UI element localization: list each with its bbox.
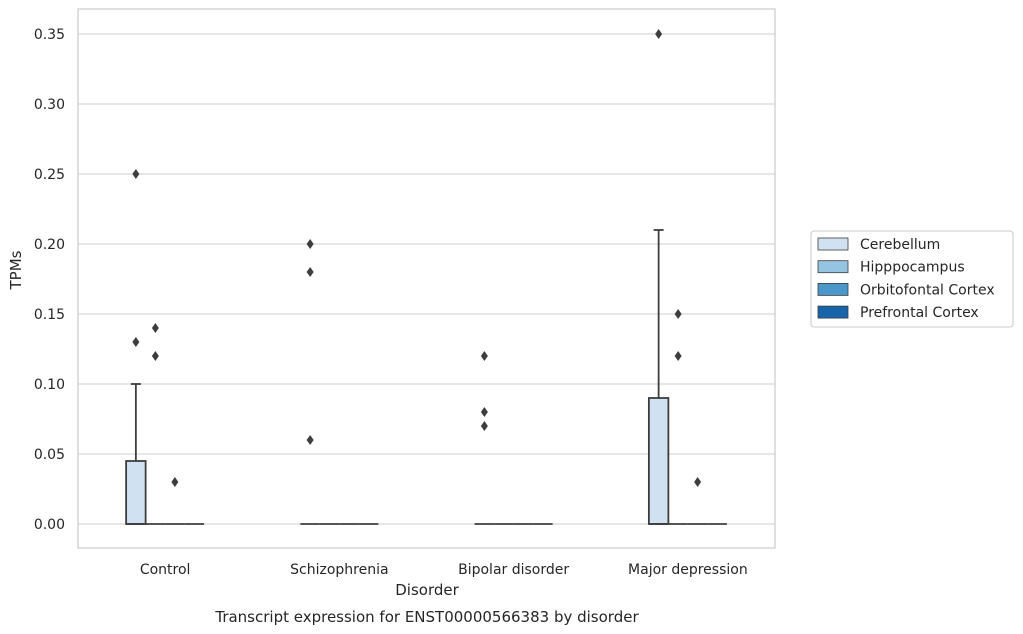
y-tick-label: 0.05 <box>34 447 65 463</box>
x-tick-label: Schizophrenia <box>290 562 388 578</box>
legend-label: Cerebellum <box>860 237 940 253</box>
x-axis-label: Disorder <box>395 581 459 599</box>
legend-swatch <box>817 282 849 296</box>
outlier-point <box>655 29 663 39</box>
legend-label: Prefrontal Cortex <box>860 305 979 321</box>
x-tick-label: Bipolar disorder <box>458 562 569 578</box>
outlier-point <box>674 351 682 361</box>
grid-lines <box>78 33 775 525</box>
box-orbitofontal-cortex <box>171 477 179 487</box>
outlier-point <box>151 351 159 361</box>
legend-label: Orbitofontal Cortex <box>860 282 995 298</box>
legend-swatch <box>817 260 849 274</box>
x-tick-labels: Control Schizophrenia Bipolar disorder Majo… <box>140 562 748 578</box>
box-plot-marks <box>125 29 727 525</box>
y-tick-label: 0.25 <box>34 167 65 183</box>
outlier-point <box>171 477 179 487</box>
outlier-point <box>132 337 140 347</box>
y-tick-labels: 0.00 0.05 0.10 0.15 0.20 0.25 0.30 0.35 <box>34 27 65 533</box>
outlier-point <box>480 407 488 417</box>
y-axis-label: TPMs <box>7 250 25 290</box>
box-cerebellum <box>647 29 670 525</box>
legend: Cerebellum Hipppocampus Orbitofontal Corte… <box>810 230 1014 328</box>
y-tick-label: 0.10 <box>34 377 65 393</box>
outlier-point <box>306 239 314 249</box>
box-body <box>647 397 670 525</box>
box-hipppocampus <box>674 309 682 361</box>
y-tick-label: 0.15 <box>34 307 65 323</box>
box-hipppocampus <box>151 323 159 361</box>
outlier-point <box>480 421 488 431</box>
outlier-point <box>306 435 314 445</box>
outlier-point <box>480 351 488 361</box>
plot-frame <box>77 8 776 549</box>
outlier-point <box>151 323 159 333</box>
chart-caption: Transcript expression for ENST0000056638… <box>214 608 639 626</box>
legend-swatch <box>817 305 849 319</box>
y-tick-label: 0.30 <box>34 97 65 113</box>
box-body <box>125 460 147 525</box>
y-tick-label: 0.35 <box>34 27 65 43</box>
x-tick-label: Major depression <box>628 562 748 578</box>
outlier-point <box>674 309 682 319</box>
y-tick-label: 0.20 <box>34 237 65 253</box>
legend-label: Hipppocampus <box>860 260 965 276</box>
outlier-point <box>132 169 140 179</box>
legend-frame <box>810 230 1014 328</box>
legend-swatch <box>817 237 849 251</box>
x-tick-label: Control <box>140 562 191 578</box>
box-cerebellum <box>306 239 314 445</box>
box-cerebellum <box>480 351 488 431</box>
y-tick-label: 0.00 <box>34 517 65 533</box>
outlier-point <box>694 477 702 487</box>
box-cerebellum <box>125 169 147 525</box>
outlier-point <box>306 267 314 277</box>
box-orbitofontal-cortex <box>694 477 702 487</box>
